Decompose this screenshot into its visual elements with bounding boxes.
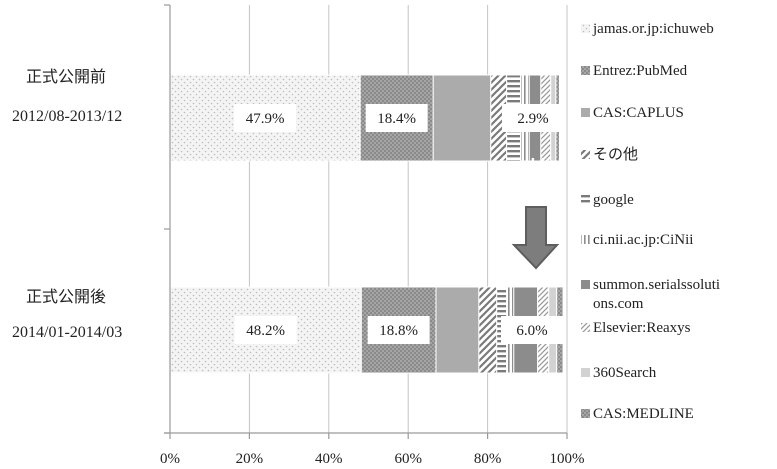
category-labels: 正式公開前 2012/08-2013/12 正式公開後 2014/01-2014/03 (12, 68, 122, 341)
data-labels: 47.9% 18.4% 2.9% 48.2% 18.8% 6.0% (234, 104, 564, 344)
category-label-title: 正式公開後 (26, 288, 106, 306)
category-label-period: 2012/08-2013/12 (12, 108, 122, 125)
legend-item-summon-serialssolutions-com: summon.serialssoluti ons.com (581, 277, 720, 312)
legend-label: CAS:CAPLUS (593, 105, 684, 121)
data-label: 18.8% (367, 316, 430, 344)
data-label-text: 18.8% (379, 323, 418, 339)
legend-label: CAS:MEDLINE (593, 406, 694, 422)
x-tick-label: 40% (315, 451, 343, 467)
legend-label: ci.nii.ac.jp:CiNii (593, 232, 693, 248)
legend-swatch (581, 409, 590, 418)
x-tick-label: 0% (160, 451, 180, 467)
down-arrow-icon (511, 206, 560, 270)
legend-item-ci-nii-ac-jp-cinii: ci.nii.ac.jp:CiNii (581, 232, 693, 248)
data-label: 18.4% (365, 104, 428, 132)
legend-swatch (581, 66, 590, 75)
axes: 0% 20% 40% 60% 80% 100% (160, 4, 585, 467)
legend-item-elsevier-reaxys: Elsevier:Reaxys (581, 320, 691, 336)
legend-item-google: google (581, 192, 634, 208)
legend-swatch (581, 280, 590, 289)
legend-label: google (593, 192, 634, 208)
data-label-text: 2.9% (517, 111, 548, 127)
category-label-title: 正式公開前 (26, 68, 106, 86)
connector-line (532, 157, 545, 208)
legend-swatch (581, 24, 590, 33)
x-tick-label: 80% (474, 451, 502, 467)
legend-label: ons.com (593, 296, 644, 312)
legend-label: その他 (593, 146, 638, 163)
x-tick-label: 60% (394, 451, 422, 467)
legend-swatch (581, 150, 590, 159)
legend-item-entrez-pubmed: Entrez:PubMed (581, 63, 688, 79)
data-label: 6.0% (501, 316, 563, 344)
legend-item-360search: 360Search (581, 365, 657, 381)
x-tick-label: 20% (236, 451, 264, 467)
data-label-text: 6.0% (516, 323, 547, 339)
annotation-arrow (511, 157, 560, 270)
data-label: 47.9% (234, 104, 297, 132)
data-label: 48.2% (234, 316, 297, 344)
data-label-text: 18.4% (377, 111, 416, 127)
data-label: 2.9% (502, 104, 564, 132)
legend-swatch (581, 235, 590, 244)
legend-swatch (581, 195, 590, 204)
legend-item-cas-medline: CAS:MEDLINE (581, 406, 694, 422)
legend-item-series: その他 (581, 146, 638, 163)
category-label-period: 2014/01-2014/03 (12, 324, 122, 341)
legend-label: Elsevier:Reaxys (593, 320, 691, 336)
legend-label: jamas.or.jp:ichuweb (592, 21, 714, 37)
legend-item-cas-caplus: CAS:CAPLUS (581, 105, 684, 121)
legend-swatch (581, 108, 590, 117)
legend-swatch (581, 368, 590, 377)
legend-item-jamas-or-jp-ichuweb: jamas.or.jp:ichuweb (581, 21, 714, 37)
legend-label: Entrez:PubMed (593, 63, 688, 79)
x-tick-label: 100% (550, 451, 585, 467)
bar-cas-caplus-row-2 (435, 286, 480, 374)
legend-label: summon.serialssoluti (593, 277, 720, 293)
legend-swatch (581, 323, 590, 332)
bar-series-row-2 (478, 286, 498, 374)
bar-cas-caplus-row-1 (432, 74, 492, 162)
connector-line (527, 157, 535, 208)
legend: jamas.or.jp:ichuweb Entrez:PubMed CAS:CAPL… (581, 21, 720, 422)
data-label-text: 48.2% (246, 323, 285, 339)
legend-label: 360Search (593, 365, 657, 381)
data-label-text: 47.9% (246, 111, 285, 127)
